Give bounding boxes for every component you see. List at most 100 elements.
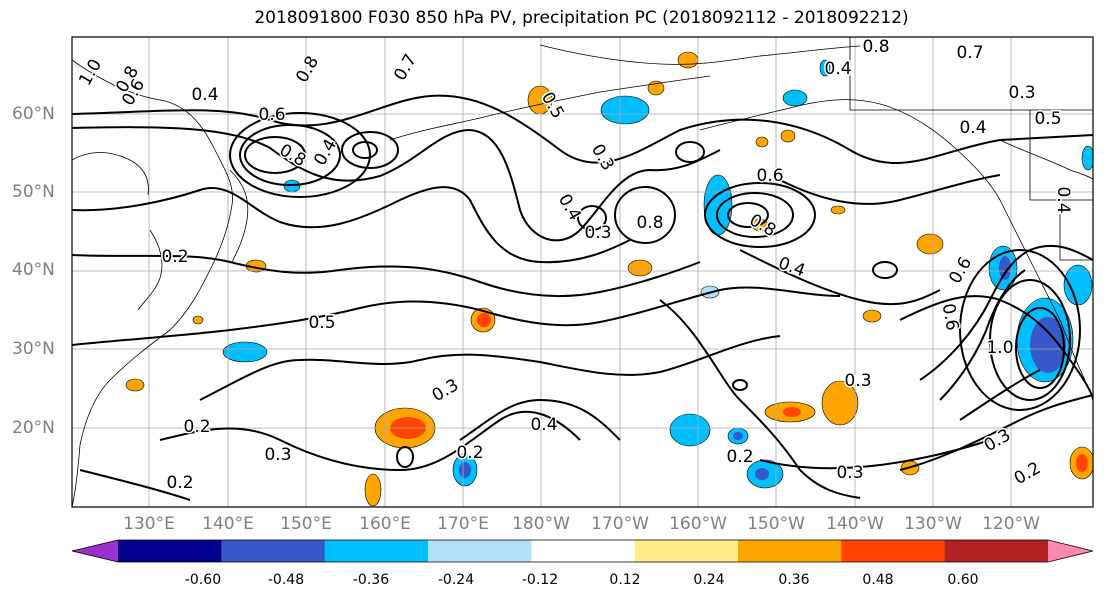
colorbar-swatch [428,540,532,562]
precip-patch [1030,317,1066,373]
coastline [137,229,163,311]
colorbar-tick-label: 0.48 [862,572,894,588]
pv-contour-line [659,299,861,499]
pv-contour-loop [352,141,378,159]
contour-label: 0.2 [726,447,753,467]
pv-contour-line [159,410,581,472]
contour-label: 0.6 [258,105,285,125]
precip-patch [999,256,1011,280]
pv-contour-loop [614,186,676,244]
colorbar-swatch [841,540,946,562]
precip-patch [830,205,846,215]
coastline [72,152,149,196]
colorbar-tick-label: 0.60 [947,572,979,588]
precip-patch [222,341,268,363]
colorbar-swatch [944,540,1049,562]
lat-label: 40°N [12,260,55,280]
colorbar-tick-label: 0.12 [609,572,641,588]
colorbar-tick-label: 0.36 [778,572,810,588]
lon-label: 120°W [982,514,1040,534]
precip-patch [862,309,882,323]
contour-label: 0.4 [1053,186,1073,213]
colorbar-extend-high [1048,540,1093,562]
pv-contour-line [72,126,721,242]
pv-contour-loop [675,141,705,163]
contour-label: 0.5 [1034,109,1061,129]
pv-contour-loop [239,124,341,186]
pv-contour-line [759,439,991,470]
lon-label: 130°E [123,514,175,534]
contour-label: 0.3 [264,445,291,465]
contour-label: 1.0 [75,56,106,89]
lon-label: 150°E [280,514,332,534]
contour-label: 0.4 [191,85,218,105]
pv-contour-loop [989,279,1071,401]
precip-patch [627,259,653,277]
pv-contour-line [899,295,1093,401]
lon-label: 160°W [669,514,727,534]
contour-label: 0.4 [776,253,808,281]
lat-label: 30°N [12,339,55,359]
precip-patch [192,315,204,325]
pv-contour-line [72,286,841,346]
contour-label: 0.3 [836,463,863,483]
contour-label: 0.6 [938,302,962,332]
colorbar-tick-label: -0.60 [184,572,222,588]
colorbar-tick-label: -0.48 [267,572,305,588]
map-title: 2018091800 F030 850 hPa PV, precipitatio… [254,8,909,28]
pv-contour-line [919,244,1093,381]
contour-label: 0.5 [308,313,335,333]
lon-label: 170°E [437,514,489,534]
contour-label: 0.2 [161,247,188,267]
precip-patch [733,432,743,440]
pv-contour-loop [244,136,306,174]
pv-contour-line [939,269,1026,401]
precip-patch [780,129,796,143]
pv-contours [72,94,1093,501]
precipitation-shading [125,51,1093,507]
contour-label: 0.8 [292,53,323,86]
contour-label: 0.3 [584,223,611,243]
contour-label: 0.3 [587,141,618,174]
lon-label: 150°W [747,514,805,534]
contour-label: 0.4 [310,136,341,169]
colorbar [71,539,1094,563]
colorbar-swatch [221,540,326,562]
pv-contour-line [79,469,191,501]
lon-label: 180°W [512,514,570,534]
precip-patch [755,468,769,480]
lon-label: 140°W [826,514,884,534]
coastline [1059,200,1093,261]
precip-patch [283,179,301,193]
coastline [72,59,233,507]
colorbar-swatch [738,540,842,562]
coastline [849,37,1093,111]
precip-patch [477,313,491,327]
lon-label: 160°E [359,514,411,534]
contour-label: 0.2 [1011,458,1044,489]
pv-contour-loop [1015,307,1065,389]
contour-label: 0.7 [956,43,983,63]
lat-label: 50°N [12,182,55,202]
colorbar-swatch [324,540,429,562]
precip-patch [1076,454,1088,472]
colorbar-swatch [118,540,222,562]
contour-label: 0.3 [844,371,871,391]
lat-label: 60°N [12,104,55,124]
coastline [389,75,711,141]
precip-patch [364,473,382,507]
colorbar-tick-label: -0.36 [352,572,390,588]
precip-patch [677,51,699,69]
colorbar-tick-label: -0.12 [521,572,559,588]
contour-label: 0.3 [981,425,1014,456]
lon-label: 130°W [904,514,962,534]
contour-label: 0.2 [183,417,210,437]
coastline [539,44,861,65]
precip-patch [1081,145,1093,171]
contour-label: 0.2 [456,443,483,463]
lat-label: 20°N [12,418,55,438]
pv-contour-line [72,94,1093,164]
pv-contour-loop [704,182,816,248]
coastline [1029,110,1093,201]
